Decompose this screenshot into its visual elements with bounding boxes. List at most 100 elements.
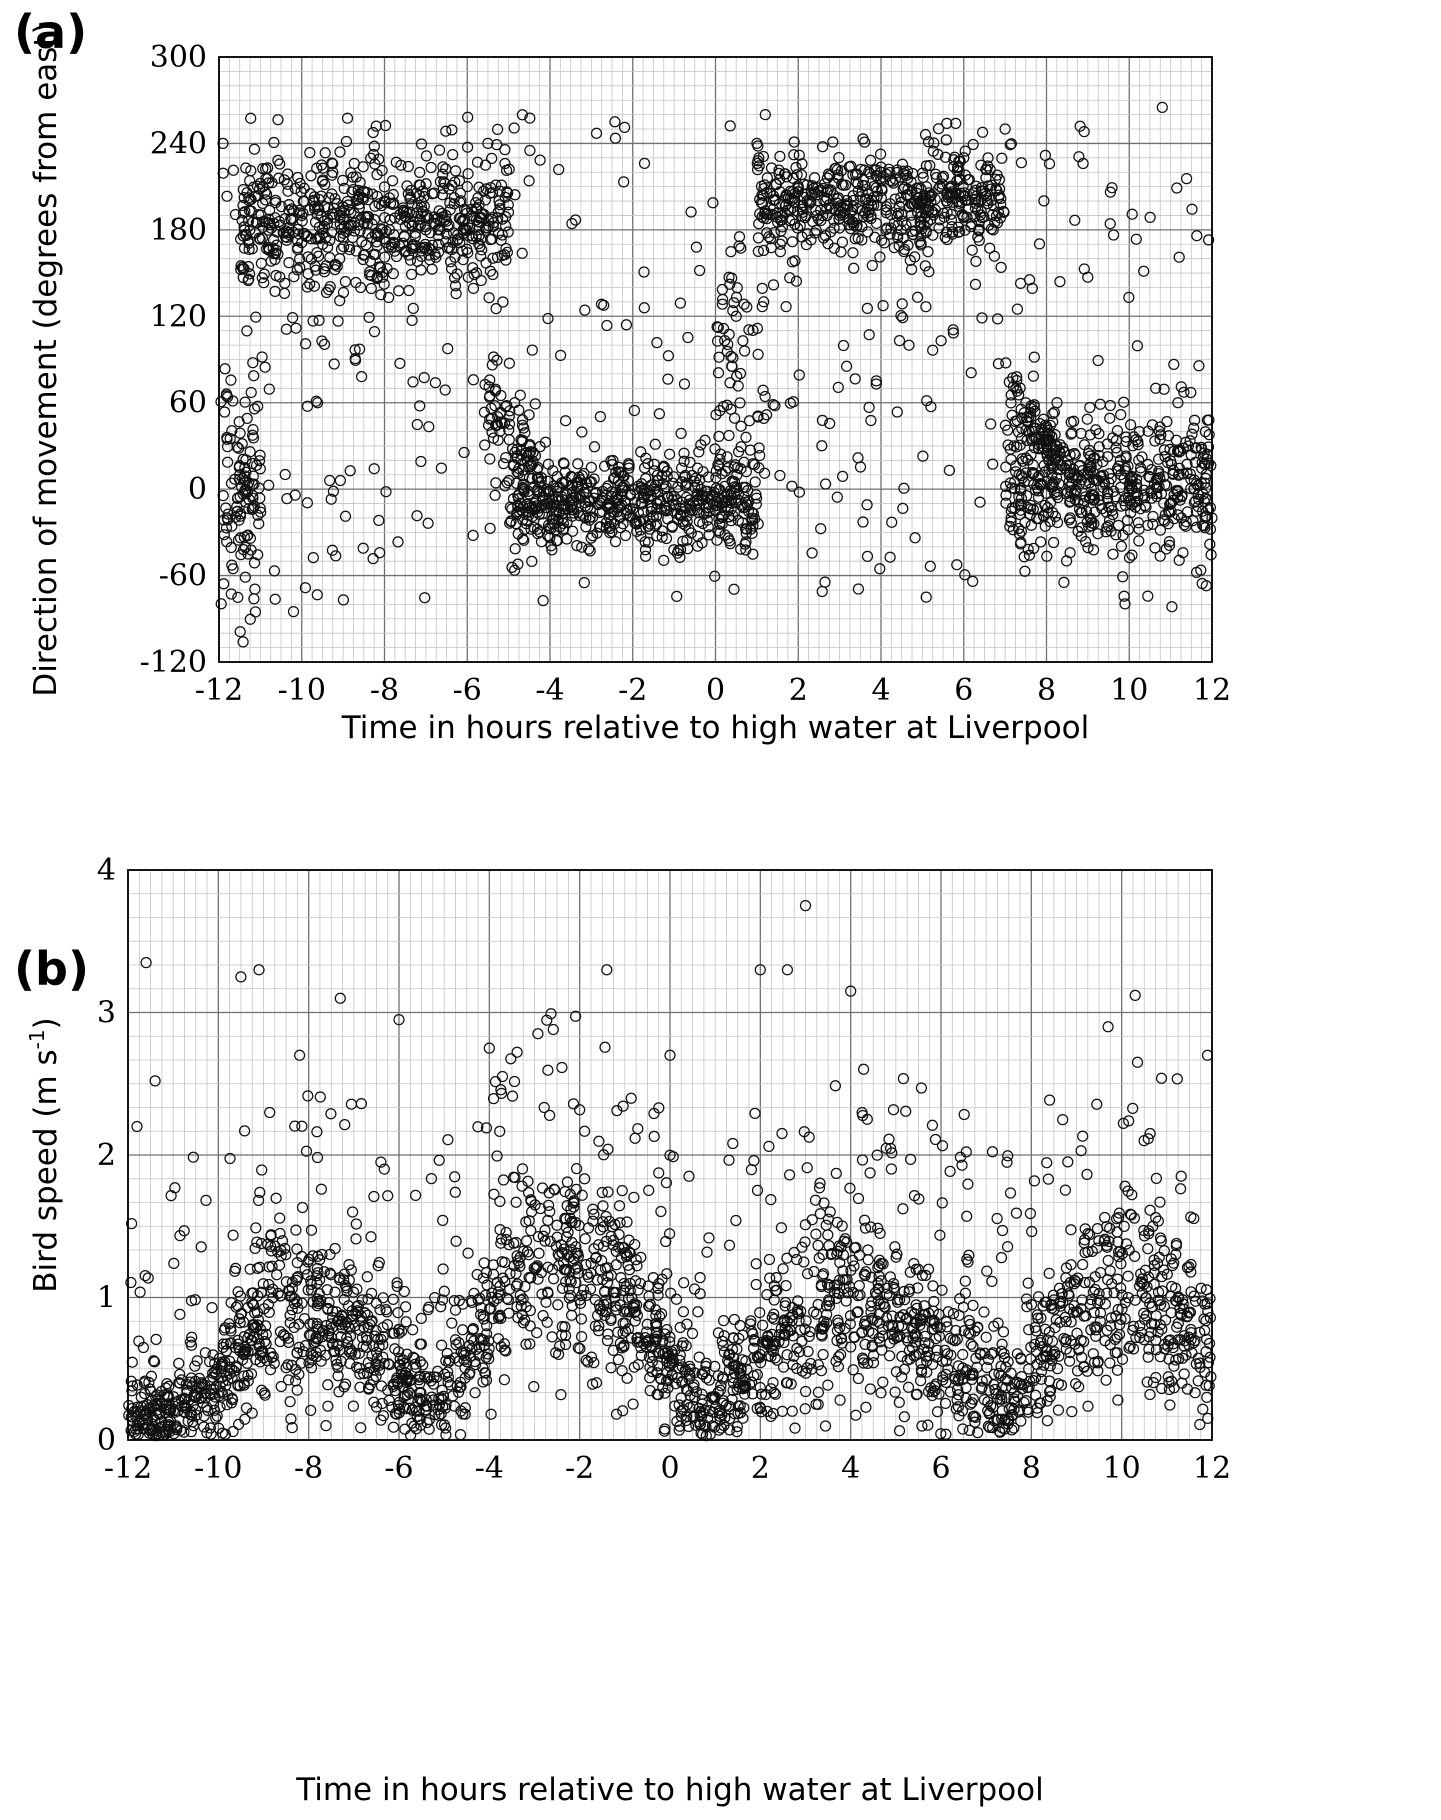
data-point: [409, 227, 421, 239]
data-point: [311, 397, 324, 409]
data-point: [801, 228, 814, 240]
data-point: [270, 269, 282, 282]
data-point: [716, 283, 729, 296]
data-point: [713, 351, 725, 363]
data-point: [272, 114, 284, 126]
data-point: [585, 476, 598, 488]
data-point: [1015, 492, 1028, 504]
data-point: [437, 168, 449, 180]
data-point: [1190, 521, 1203, 533]
data-point: [993, 1425, 1006, 1437]
data-point: [756, 282, 768, 295]
data-point: [379, 119, 392, 132]
data-point: [1081, 516, 1093, 528]
data-point: [1035, 1373, 1047, 1385]
data-point: [1107, 229, 1120, 241]
data-point: [596, 1186, 608, 1199]
data-point: [215, 598, 227, 610]
data-point: [638, 302, 650, 314]
data-point: [717, 322, 730, 335]
data-point: [362, 1293, 374, 1305]
data-point: [841, 194, 853, 207]
data-point: [357, 185, 369, 197]
data-point: [680, 1340, 692, 1352]
data-point: [781, 1349, 793, 1361]
data-point: [199, 1347, 212, 1359]
data-point: [1115, 1258, 1127, 1270]
data-point: [272, 248, 284, 260]
data-point: [1043, 1267, 1055, 1280]
data-point: [1047, 536, 1060, 549]
data-point: [411, 510, 423, 522]
data-point: [238, 191, 250, 204]
data-point: [931, 1406, 944, 1418]
data-point: [1000, 489, 1012, 501]
data-point: [241, 530, 253, 542]
data-point: [461, 243, 473, 255]
data-point: [559, 1329, 572, 1342]
data-point: [716, 468, 728, 480]
data-point: [442, 342, 454, 355]
data-point: [1083, 492, 1095, 504]
data-point: [244, 224, 256, 236]
data-point: [915, 239, 927, 251]
data-point: [1156, 1382, 1168, 1395]
data-point: [967, 575, 979, 588]
data-point: [378, 181, 391, 193]
data-point: [407, 376, 419, 388]
data-point: [1102, 486, 1114, 498]
data-point: [355, 1310, 367, 1322]
data-point: [975, 185, 987, 197]
data-point: [325, 493, 337, 505]
data-point: [645, 489, 657, 501]
data-point: [1174, 445, 1187, 457]
data-point: [448, 272, 461, 284]
data-point: [319, 178, 331, 191]
data-point: [227, 395, 239, 407]
data-point: [729, 459, 741, 471]
data-point: [984, 242, 996, 254]
data-point: [824, 417, 836, 430]
data-point: [355, 1422, 367, 1434]
data-point: [1021, 415, 1033, 427]
data-point: [1197, 1403, 1209, 1415]
data-point: [832, 1317, 844, 1329]
data-point: [267, 247, 280, 260]
data-point: [1014, 382, 1026, 394]
data-point: [1048, 476, 1060, 488]
data-point: [917, 450, 929, 462]
data-point: [638, 266, 650, 278]
data-point: [259, 361, 271, 373]
data-point: [315, 159, 328, 171]
data-point: [624, 489, 637, 501]
data-point: [821, 172, 834, 184]
data-point: [221, 512, 233, 524]
data-point: [621, 1216, 633, 1228]
data-point: [349, 352, 361, 365]
data-point: [674, 1349, 686, 1361]
data-point: [1044, 1384, 1057, 1397]
data-point: [651, 469, 663, 482]
data-point: [469, 1358, 482, 1371]
data-point: [722, 532, 734, 544]
data-point: [1052, 450, 1065, 462]
data-point: [247, 432, 260, 444]
data-point: [761, 207, 774, 220]
data-point: [262, 217, 275, 229]
data-point: [1082, 1400, 1094, 1412]
data-point: [590, 127, 603, 139]
data-point: [331, 260, 343, 272]
data-point: [780, 199, 792, 211]
data-point: [453, 212, 465, 224]
data-point: [728, 1313, 741, 1326]
data-point: [969, 278, 982, 291]
data-point: [1194, 1418, 1206, 1431]
data-point: [650, 1304, 662, 1316]
data-point: [1138, 484, 1150, 496]
data-point: [583, 514, 596, 526]
data-point: [1164, 1399, 1176, 1411]
data-point: [405, 184, 417, 197]
data-point: [1069, 214, 1081, 226]
data-point: [1188, 482, 1200, 495]
data-point: [348, 157, 360, 170]
